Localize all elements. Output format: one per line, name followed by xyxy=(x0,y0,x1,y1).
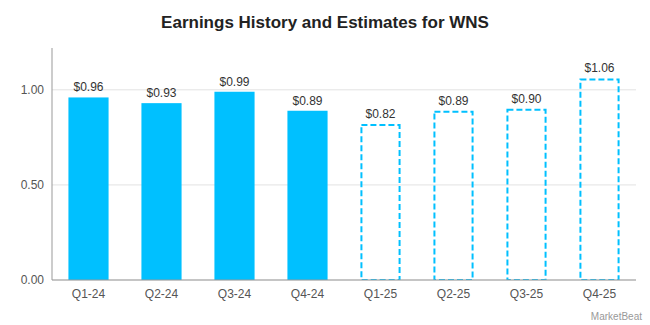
bar xyxy=(141,103,181,280)
x-tick-label: Q3-25 xyxy=(510,287,544,301)
data-labels: $0.96 $0.93 $0.99 $0.89 $0.82 $0.89 $0.90 $1.06 xyxy=(73,61,614,121)
estimate-bar xyxy=(361,125,399,280)
grid xyxy=(52,90,636,280)
chart-container: Earnings History and Estimates for WNS 0.… xyxy=(0,0,650,325)
x-axis-line xyxy=(52,280,636,281)
data-label: $0.99 xyxy=(219,75,249,89)
chart-svg: Earnings History and Estimates for WNS 0.… xyxy=(0,0,650,325)
bars xyxy=(68,79,618,280)
y-tick-label: 1.00 xyxy=(21,83,45,97)
estimate-bar xyxy=(434,112,472,280)
x-tick-label: Q4-24 xyxy=(291,287,325,301)
watermark: MarketBeat xyxy=(591,311,642,322)
estimate-bar xyxy=(580,79,618,280)
grid-line xyxy=(52,280,636,281)
x-tick-label: Q2-25 xyxy=(437,287,471,301)
x-tick-label: Q1-25 xyxy=(364,287,398,301)
data-label: $1.06 xyxy=(584,61,614,75)
y-tick-label: 0.00 xyxy=(21,273,45,287)
data-label: $0.89 xyxy=(438,94,468,108)
y-tick-label: 0.50 xyxy=(21,178,45,192)
data-label: $0.96 xyxy=(73,80,103,94)
estimate-bar xyxy=(507,110,545,280)
bar xyxy=(287,111,327,280)
grid-line xyxy=(52,89,636,90)
x-tick-label: Q3-24 xyxy=(218,287,252,301)
bar xyxy=(68,97,108,280)
data-label: $0.89 xyxy=(292,94,322,108)
y-axis-line xyxy=(52,48,53,280)
bar xyxy=(214,92,254,280)
x-tick-label: Q1-24 xyxy=(72,287,106,301)
chart-title: Earnings History and Estimates for WNS xyxy=(161,13,489,32)
x-tick-label: Q4-25 xyxy=(583,287,617,301)
data-label: $0.93 xyxy=(146,86,176,100)
data-label: $0.90 xyxy=(511,92,541,106)
grid-line xyxy=(52,184,636,185)
data-label: $0.82 xyxy=(365,107,395,121)
x-tick-label: Q2-24 xyxy=(145,287,179,301)
